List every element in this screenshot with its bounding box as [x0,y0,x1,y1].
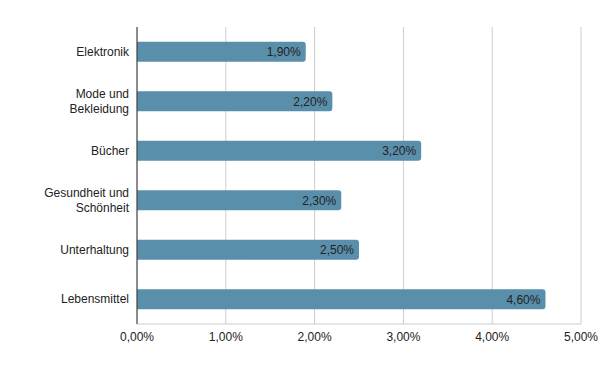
svg-text:Bücher: Bücher [91,144,129,158]
svg-text:1,00%: 1,00% [209,330,243,344]
svg-text:4,00%: 4,00% [475,330,509,344]
svg-text:Mode undBekleidung: Mode undBekleidung [70,87,129,116]
svg-text:4,60%: 4,60% [506,293,540,307]
svg-text:Lebensmittel: Lebensmittel [61,292,129,306]
svg-text:3,00%: 3,00% [386,330,420,344]
svg-text:2,50%: 2,50% [320,243,354,257]
svg-text:Elektronik: Elektronik [76,45,130,59]
svg-text:2,00%: 2,00% [298,330,332,344]
svg-text:2,20%: 2,20% [293,95,327,109]
svg-text:2,30%: 2,30% [302,194,336,208]
svg-text:0,00%: 0,00% [120,330,154,344]
svg-text:3,20%: 3,20% [382,144,416,158]
svg-text:Gesundheit undSchönheit: Gesundheit undSchönheit [44,186,129,215]
svg-text:Unterhaltung: Unterhaltung [60,243,129,257]
svg-text:1,90%: 1,90% [267,45,301,59]
svg-text:5,00%: 5,00% [564,330,592,344]
